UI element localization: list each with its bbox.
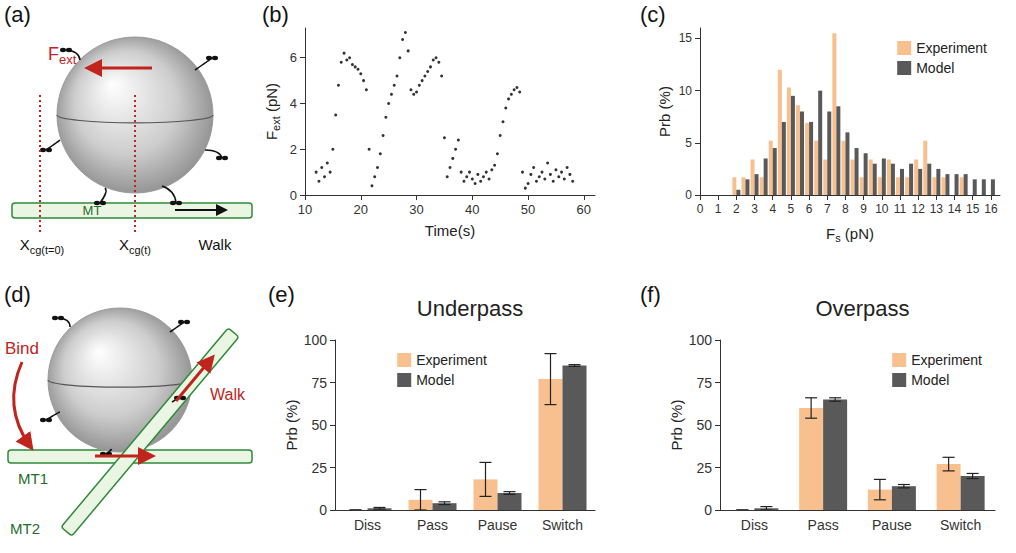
svg-text:2: 2 bbox=[290, 142, 297, 157]
svg-text:Diss: Diss bbox=[741, 517, 768, 533]
svg-text:15: 15 bbox=[679, 31, 693, 45]
svg-text:7: 7 bbox=[824, 202, 831, 216]
svg-text:25: 25 bbox=[696, 460, 712, 476]
svg-text:Experiment: Experiment bbox=[911, 352, 982, 368]
svg-text:50: 50 bbox=[521, 202, 535, 217]
svg-text:0: 0 bbox=[685, 188, 692, 202]
svg-text:0: 0 bbox=[290, 188, 297, 203]
svg-text:13: 13 bbox=[930, 202, 944, 216]
svg-text:1: 1 bbox=[715, 202, 722, 216]
svg-text:Bind: Bind bbox=[5, 339, 39, 358]
html-text:(c): (c) bbox=[640, 2, 666, 27]
svg-text:75: 75 bbox=[696, 375, 712, 391]
svg-text:Underpass: Underpass bbox=[417, 296, 523, 321]
svg-text:Experiment: Experiment bbox=[916, 40, 987, 56]
svg-text:8: 8 bbox=[842, 202, 849, 216]
svg-text:Model: Model bbox=[911, 372, 949, 388]
svg-text:Walk: Walk bbox=[199, 236, 232, 253]
svg-text:(pN): (pN) bbox=[841, 225, 874, 242]
svg-text:60: 60 bbox=[577, 202, 591, 217]
svg-text:25: 25 bbox=[311, 460, 327, 476]
svg-text:3: 3 bbox=[751, 202, 758, 216]
svg-text:F: F bbox=[826, 225, 835, 242]
svg-text:Pass: Pass bbox=[417, 517, 448, 533]
svg-text:(pN): (pN) bbox=[263, 83, 280, 116]
svg-text:Switch: Switch bbox=[542, 517, 583, 533]
svg-text:12: 12 bbox=[912, 202, 926, 216]
svg-text:Switch: Switch bbox=[940, 517, 981, 533]
svg-text:Diss: Diss bbox=[354, 517, 381, 533]
svg-text:Xcg(t=0): Xcg(t=0) bbox=[20, 236, 65, 256]
svg-text:0: 0 bbox=[697, 202, 704, 216]
svg-text:ext: ext bbox=[270, 116, 282, 131]
svg-text:Overpass: Overpass bbox=[815, 296, 909, 321]
svg-text:14: 14 bbox=[948, 202, 962, 216]
svg-text:20: 20 bbox=[354, 202, 368, 217]
svg-text:10: 10 bbox=[875, 202, 889, 216]
svg-text:2: 2 bbox=[733, 202, 740, 216]
svg-text:9: 9 bbox=[860, 202, 867, 216]
html-text:(e): (e) bbox=[268, 282, 295, 307]
svg-text:6: 6 bbox=[806, 202, 813, 216]
svg-text:MT1: MT1 bbox=[18, 470, 48, 487]
svg-text:Prb (%): Prb (%) bbox=[283, 400, 300, 451]
svg-text:Fext: Fext bbox=[48, 44, 77, 67]
svg-text:50: 50 bbox=[696, 417, 712, 433]
svg-text:50: 50 bbox=[311, 417, 327, 433]
svg-text:11: 11 bbox=[894, 202, 907, 216]
svg-text:Prb (%): Prb (%) bbox=[656, 86, 673, 137]
svg-text:Experiment: Experiment bbox=[416, 352, 487, 368]
svg-text:Xcg(t): Xcg(t) bbox=[119, 236, 151, 256]
svg-text:5: 5 bbox=[685, 136, 692, 150]
svg-text:Pass: Pass bbox=[808, 517, 839, 533]
svg-text:Model: Model bbox=[416, 372, 454, 388]
svg-text:10: 10 bbox=[298, 202, 312, 217]
svg-text:4: 4 bbox=[769, 202, 776, 216]
svg-text:Prb (%): Prb (%) bbox=[668, 400, 685, 451]
html-text:(b): (b) bbox=[262, 2, 289, 27]
svg-text:Pause: Pause bbox=[872, 517, 912, 533]
svg-text:Model: Model bbox=[916, 60, 954, 76]
svg-text:s: s bbox=[835, 231, 841, 244]
svg-text:40: 40 bbox=[465, 202, 479, 217]
html-text:(a): (a) bbox=[4, 2, 31, 27]
svg-text:Pause: Pause bbox=[478, 517, 518, 533]
svg-text:MT2: MT2 bbox=[10, 520, 40, 537]
svg-text:10: 10 bbox=[679, 84, 693, 98]
svg-text:Time(s): Time(s) bbox=[425, 222, 475, 239]
html-text:(f): (f) bbox=[640, 282, 661, 307]
svg-text:16: 16 bbox=[984, 202, 998, 216]
html-text:(d): (d) bbox=[4, 282, 31, 307]
svg-text:MT: MT bbox=[83, 203, 102, 218]
svg-text:0: 0 bbox=[704, 502, 712, 518]
svg-text:5: 5 bbox=[788, 202, 795, 216]
svg-text:6: 6 bbox=[290, 50, 297, 65]
svg-text:15: 15 bbox=[966, 202, 980, 216]
svg-text:100: 100 bbox=[689, 332, 713, 348]
svg-text:4: 4 bbox=[290, 96, 297, 111]
svg-text:75: 75 bbox=[311, 375, 327, 391]
svg-text:Walk: Walk bbox=[210, 386, 246, 403]
svg-text:30: 30 bbox=[409, 202, 423, 217]
svg-text:100: 100 bbox=[304, 332, 328, 348]
svg-text:0: 0 bbox=[319, 502, 327, 518]
svg-text:F: F bbox=[263, 131, 280, 140]
